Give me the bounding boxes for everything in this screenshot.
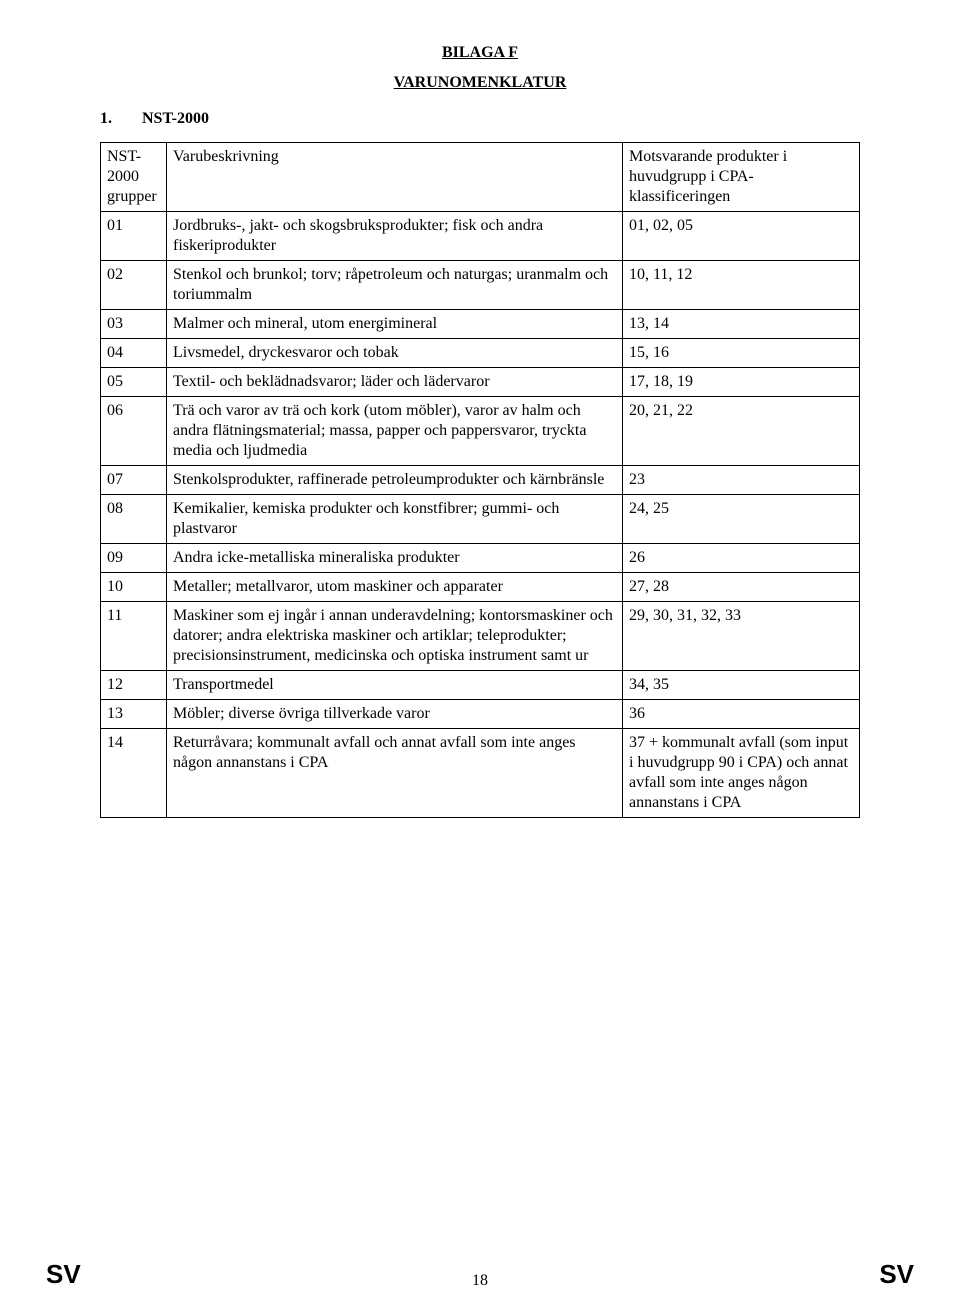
cell-desc: Kemikalier, kemiska produkter och konstf…	[167, 495, 623, 544]
table-row: 14 Returråvara; kommunalt avfall och ann…	[101, 729, 860, 818]
cell-desc: Möbler; diverse övriga tillverkade varor	[167, 700, 623, 729]
cell-desc: Andra icke-metalliska mineraliska produk…	[167, 544, 623, 573]
cell-cpa: 23	[623, 466, 860, 495]
cell-desc: Textil- och beklädnadsvaror; läder och l…	[167, 368, 623, 397]
cell-cpa: 15, 16	[623, 339, 860, 368]
cell-code: 06	[101, 397, 167, 466]
cell-code: 03	[101, 310, 167, 339]
cell-desc: Stenkol och brunkol; torv; råpetroleum o…	[167, 261, 623, 310]
table-row: 07 Stenkolsprodukter, raffinerade petrol…	[101, 466, 860, 495]
table-row: 03 Malmer och mineral, utom energiminera…	[101, 310, 860, 339]
table-row: 09 Andra icke-metalliska mineraliska pro…	[101, 544, 860, 573]
cell-cpa: 10, 11, 12	[623, 261, 860, 310]
table-row: 10 Metaller; metallvaror, utom maskiner …	[101, 573, 860, 602]
appendix-title: BILAGA F	[100, 44, 860, 62]
cell-cpa: 36	[623, 700, 860, 729]
cell-cpa: 34, 35	[623, 671, 860, 700]
cell-desc: Stenkolsprodukter, raffinerade petroleum…	[167, 466, 623, 495]
col-header-desc: Varubeskrivning	[167, 143, 623, 212]
cell-code: 14	[101, 729, 167, 818]
cell-code: 10	[101, 573, 167, 602]
table-row: 12 Transportmedel 34, 35	[101, 671, 860, 700]
cell-desc: Maskiner som ej ingår i annan underavdel…	[167, 602, 623, 671]
col-header-code: NST-2000 grupper	[101, 143, 167, 212]
cell-desc: Malmer och mineral, utom energimineral	[167, 310, 623, 339]
subtitle: VARUNOMENKLATUR	[100, 74, 860, 92]
cell-cpa: 27, 28	[623, 573, 860, 602]
cell-code: 07	[101, 466, 167, 495]
cell-desc: Metaller; metallvaror, utom maskiner och…	[167, 573, 623, 602]
footer-right: SV	[879, 1259, 914, 1290]
cell-desc: Returråvara; kommunalt avfall och annat …	[167, 729, 623, 818]
section-label: NST-2000	[142, 110, 209, 127]
cell-cpa: 01, 02, 05	[623, 212, 860, 261]
cell-cpa: 29, 30, 31, 32, 33	[623, 602, 860, 671]
page-footer: SV 18 SV	[0, 1259, 960, 1290]
table-row: 11 Maskiner som ej ingår i annan underav…	[101, 602, 860, 671]
col-header-cpa: Motsvarande produkter i huvudgrupp i CPA…	[623, 143, 860, 212]
cell-desc: Trä och varor av trä och kork (utom möbl…	[167, 397, 623, 466]
cell-desc: Transportmedel	[167, 671, 623, 700]
cell-cpa: 13, 14	[623, 310, 860, 339]
section-heading: 1.NST-2000	[100, 110, 860, 128]
cell-cpa: 26	[623, 544, 860, 573]
cell-cpa: 20, 21, 22	[623, 397, 860, 466]
cell-code: 02	[101, 261, 167, 310]
table-row: 13 Möbler; diverse övriga tillverkade va…	[101, 700, 860, 729]
table-row: 04 Livsmedel, dryckesvaror och tobak 15,…	[101, 339, 860, 368]
table-header-row: NST-2000 grupper Varubeskrivning Motsvar…	[101, 143, 860, 212]
nomenclature-table: NST-2000 grupper Varubeskrivning Motsvar…	[100, 142, 860, 818]
cell-cpa: 37 + kommunalt avfall (som input i huvud…	[623, 729, 860, 818]
table-row: 01 Jordbruks-, jakt- och skogsbruksprodu…	[101, 212, 860, 261]
cell-code: 05	[101, 368, 167, 397]
table-row: 06 Trä och varor av trä och kork (utom m…	[101, 397, 860, 466]
cell-code: 11	[101, 602, 167, 671]
section-number: 1.	[100, 110, 142, 128]
page-number: 18	[472, 1272, 488, 1290]
cell-code: 04	[101, 339, 167, 368]
footer-left: SV	[46, 1259, 81, 1290]
cell-code: 12	[101, 671, 167, 700]
cell-cpa: 24, 25	[623, 495, 860, 544]
cell-desc: Jordbruks-, jakt- och skogsbruksprodukte…	[167, 212, 623, 261]
cell-code: 13	[101, 700, 167, 729]
cell-code: 09	[101, 544, 167, 573]
table-row: 08 Kemikalier, kemiska produkter och kon…	[101, 495, 860, 544]
cell-code: 08	[101, 495, 167, 544]
cell-desc: Livsmedel, dryckesvaror och tobak	[167, 339, 623, 368]
table-row: 02 Stenkol och brunkol; torv; råpetroleu…	[101, 261, 860, 310]
cell-code: 01	[101, 212, 167, 261]
table-row: 05 Textil- och beklädnadsvaror; läder oc…	[101, 368, 860, 397]
cell-cpa: 17, 18, 19	[623, 368, 860, 397]
